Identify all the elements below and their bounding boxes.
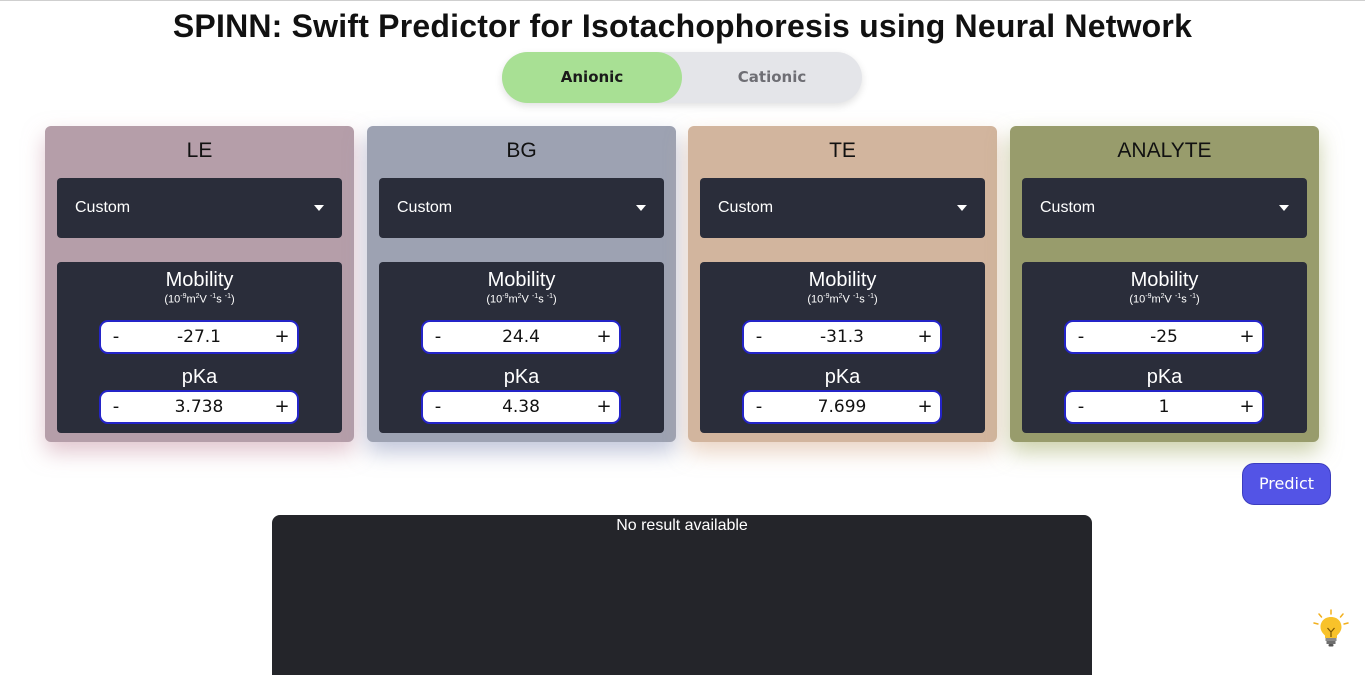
mobility-label: Mobility: [487, 269, 556, 291]
bg-preset-select[interactable]: Custom: [379, 178, 664, 238]
increment-button[interactable]: +: [596, 396, 612, 417]
anionic-toggle-option[interactable]: Anionic: [502, 52, 682, 103]
select-value: Custom: [397, 199, 453, 216]
increment-button[interactable]: +: [917, 396, 933, 417]
te-parameters-panel: Mobility (10-9m2V -1s -1) - -31.3 + pKa …: [700, 262, 985, 433]
analyte-mobility-stepper[interactable]: - -25 +: [1064, 320, 1264, 354]
pka-input[interactable]: 3.738: [174, 397, 224, 417]
mode-toggle[interactable]: Anionic Cationic: [502, 52, 862, 103]
card-analyte: ANALYTE Custom Mobility (10-9m2V -1s -1)…: [1010, 126, 1319, 442]
pka-input[interactable]: 1: [1158, 397, 1170, 417]
decrement-button[interactable]: -: [1077, 326, 1085, 347]
card-title: BG: [506, 139, 537, 162]
pka-label: pKa: [1146, 366, 1183, 388]
caret-down-icon: [314, 205, 324, 211]
mobility-label: Mobility: [1130, 269, 1199, 291]
mobility-input[interactable]: -25: [1150, 327, 1178, 347]
card-title: LE: [186, 139, 213, 162]
mobility-unit: (10-9m2V -1s -1): [486, 293, 557, 306]
decrement-button[interactable]: -: [112, 396, 120, 417]
card-te: TE Custom Mobility (10-9m2V -1s -1) - -3…: [688, 126, 997, 442]
select-value: Custom: [75, 199, 131, 216]
pka-label: pKa: [824, 366, 861, 388]
select-value: Custom: [718, 199, 774, 216]
analyte-pka-stepper[interactable]: - 1 +: [1064, 390, 1264, 424]
mobility-unit: (10-9m2V -1s -1): [1129, 293, 1200, 306]
mobility-input[interactable]: -27.1: [177, 327, 221, 347]
analyte-preset-select[interactable]: Custom: [1022, 178, 1307, 238]
decrement-button[interactable]: -: [755, 396, 763, 417]
increment-button[interactable]: +: [917, 326, 933, 347]
predict-button[interactable]: Predict: [1242, 463, 1331, 505]
increment-button[interactable]: +: [274, 396, 290, 417]
mobility-input[interactable]: -31.3: [820, 327, 864, 347]
result-message: No result available: [616, 517, 748, 534]
lightbulb-icon[interactable]: [1311, 609, 1351, 649]
bg-parameters-panel: Mobility (10-9m2V -1s -1) - 24.4 + pKa -…: [379, 262, 664, 433]
caret-down-icon: [957, 205, 967, 211]
bg-pka-stepper[interactable]: - 4.38 +: [421, 390, 621, 424]
pka-label: pKa: [181, 366, 218, 388]
page-title: SPINN: Swift Predictor for Isotachophore…: [172, 8, 1193, 44]
te-preset-select[interactable]: Custom: [700, 178, 985, 238]
card-title: ANALYTE: [1117, 139, 1212, 162]
le-mobility-stepper[interactable]: - -27.1 +: [99, 320, 299, 354]
pka-label: pKa: [503, 366, 540, 388]
mobility-input[interactable]: 24.4: [502, 327, 540, 347]
mobility-unit: (10-9m2V -1s -1): [164, 293, 235, 306]
te-pka-stepper[interactable]: - 7.699 +: [742, 390, 942, 424]
mobility-label: Mobility: [808, 269, 877, 291]
select-value: Custom: [1040, 199, 1096, 216]
decrement-button[interactable]: -: [1077, 396, 1085, 417]
analyte-parameters-panel: Mobility (10-9m2V -1s -1) - -25 + pKa - …: [1022, 262, 1307, 433]
card-bg: BG Custom Mobility (10-9m2V -1s -1) - 24…: [367, 126, 676, 442]
pka-input[interactable]: 7.699: [817, 397, 867, 417]
le-pka-stepper[interactable]: - 3.738 +: [99, 390, 299, 424]
le-parameters-panel: Mobility (10-9m2V -1s -1) - -27.1 + pKa …: [57, 262, 342, 433]
increment-button[interactable]: +: [596, 326, 612, 347]
mobility-label: Mobility: [165, 269, 234, 291]
cationic-toggle-option[interactable]: Cationic: [737, 68, 807, 86]
decrement-button[interactable]: -: [755, 326, 763, 347]
increment-button[interactable]: +: [274, 326, 290, 347]
decrement-button[interactable]: -: [434, 396, 442, 417]
caret-down-icon: [1279, 205, 1289, 211]
caret-down-icon: [636, 205, 646, 211]
card-title: TE: [829, 139, 856, 162]
bg-mobility-stepper[interactable]: - 24.4 +: [421, 320, 621, 354]
increment-button[interactable]: +: [1239, 326, 1255, 347]
le-preset-select[interactable]: Custom: [57, 178, 342, 238]
decrement-button[interactable]: -: [112, 326, 120, 347]
decrement-button[interactable]: -: [434, 326, 442, 347]
te-mobility-stepper[interactable]: - -31.3 +: [742, 320, 942, 354]
card-le: LE Custom Mobility (10-9m2V -1s -1) - -2…: [45, 126, 354, 442]
mobility-unit: (10-9m2V -1s -1): [807, 293, 878, 306]
pka-input[interactable]: 4.38: [502, 397, 540, 417]
increment-button[interactable]: +: [1239, 396, 1255, 417]
result-panel: No result available: [272, 515, 1092, 675]
